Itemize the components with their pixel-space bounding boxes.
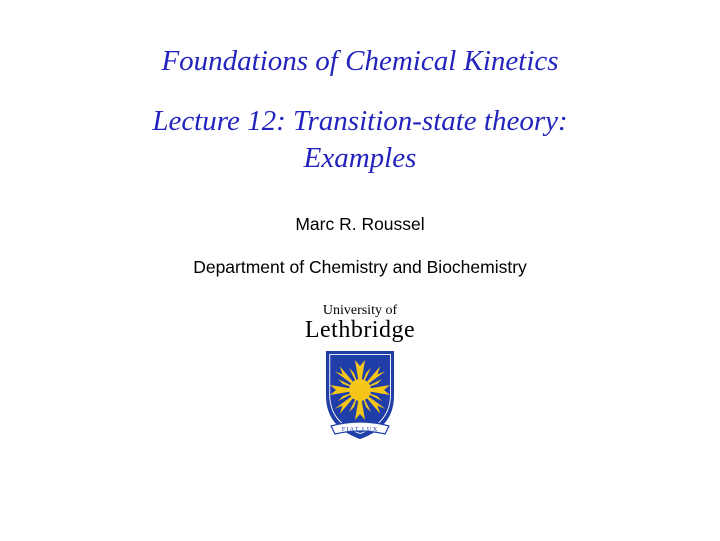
shield-icon: FIAT LUX: [321, 348, 399, 444]
department-text: Department of Chemistry and Biochemistry: [0, 257, 720, 278]
institution-prefix: University of: [323, 304, 397, 318]
institution-logo: University of Lethbridge: [0, 304, 720, 444]
title-line-1: Foundations of Chemical Kinetics: [0, 44, 720, 79]
motto-text: FIAT LUX: [342, 426, 379, 433]
title-block: Foundations of Chemical Kinetics Lecture…: [0, 44, 720, 178]
title-line-3: Examples: [0, 140, 720, 178]
institution-name: Lethbridge: [305, 318, 415, 342]
slide: Foundations of Chemical Kinetics Lecture…: [0, 0, 720, 541]
author-name: Marc R. Roussel: [0, 214, 720, 235]
title-line-2: Lecture 12: Transition-state theory:: [0, 103, 720, 141]
